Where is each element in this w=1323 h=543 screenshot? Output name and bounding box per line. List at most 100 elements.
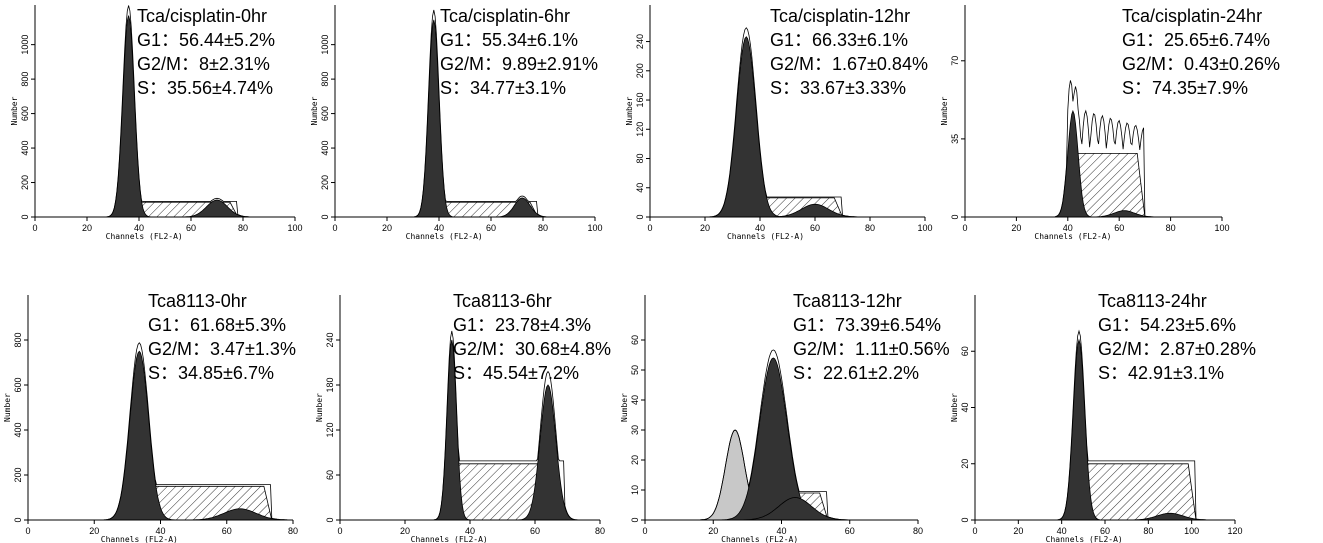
phase-stat: G2/M：30.68±4.8% bbox=[453, 339, 611, 359]
x-axis-label: Channels (FL2-A) bbox=[721, 535, 798, 543]
x-tick-label: 40 bbox=[155, 526, 165, 536]
phase-stat: G2/M：1.67±0.84% bbox=[770, 54, 928, 74]
panel-title: Tca/cisplatin-0hr bbox=[137, 6, 267, 26]
y-tick-label: 0 bbox=[950, 214, 960, 219]
panel: 0 20 40 60 80 0 10 20 30 40 50 60 Channels (FL2-A) Nu… bbox=[620, 291, 950, 543]
y-tick-label: 60 bbox=[960, 346, 970, 356]
y-tick-label: 800 bbox=[20, 72, 30, 87]
y-tick-label: 0 bbox=[635, 214, 645, 219]
x-tick-label: 0 bbox=[25, 526, 30, 536]
phase-stat: S：35.56±4.74% bbox=[137, 78, 273, 98]
y-tick-label: 80 bbox=[635, 154, 645, 164]
y-tick-label: 120 bbox=[325, 422, 335, 437]
x-tick-label: 100 bbox=[917, 223, 932, 233]
x-tick-label: 60 bbox=[530, 526, 540, 536]
x-tick-label: 20 bbox=[82, 223, 92, 233]
panel: 0 20 40 60 80 100 0 40 80 120 160 200 240 Channels (F… bbox=[625, 5, 933, 241]
x-tick-label: 40 bbox=[1057, 526, 1067, 536]
x-tick-label: 0 bbox=[337, 526, 342, 536]
x-tick-label: 20 bbox=[382, 223, 392, 233]
y-tick-label: 0 bbox=[630, 517, 640, 522]
y-tick-label: 400 bbox=[13, 422, 23, 437]
x-tick-label: 60 bbox=[845, 526, 855, 536]
x-tick-label: 0 bbox=[972, 526, 977, 536]
x-tick-label: 60 bbox=[222, 526, 232, 536]
phase-stat: G1：55.34±6.1% bbox=[440, 30, 578, 50]
x-axis-label: Channels (FL2-A) bbox=[406, 232, 483, 241]
phase-stat: G1：61.68±5.3% bbox=[148, 315, 286, 335]
phase-stat: S：74.35±7.9% bbox=[1122, 78, 1248, 98]
phase-stat: G2/M：9.89±2.91% bbox=[440, 54, 598, 74]
phase-stat: S：22.61±2.2% bbox=[793, 363, 919, 383]
x-axis-label: Channels (FL2-A) bbox=[727, 232, 804, 241]
y-tick-label: 40 bbox=[960, 402, 970, 412]
phase-stat: G1：56.44±5.2% bbox=[137, 30, 275, 50]
y-tick-label: 10 bbox=[630, 485, 640, 495]
y-tick-label: 200 bbox=[320, 175, 330, 190]
y-tick-label: 400 bbox=[20, 141, 30, 156]
y-axis-label: Number bbox=[620, 393, 629, 422]
phase-stat: G1：66.33±6.1% bbox=[770, 30, 908, 50]
x-tick-label: 100 bbox=[587, 223, 602, 233]
x-axis-label: Channels (FL2-A) bbox=[1034, 232, 1111, 241]
x-tick-label: 20 bbox=[700, 223, 710, 233]
x-tick-label: 80 bbox=[288, 526, 298, 536]
phase-stat: G1：25.65±6.74% bbox=[1122, 30, 1270, 50]
panel: 0 20 40 60 80 0 60 120 180 240 Channels (FL2-A) Num… bbox=[315, 291, 611, 543]
phase-stat: G2/M：8±2.31% bbox=[137, 54, 270, 74]
phase-stat: S：33.67±3.33% bbox=[770, 78, 906, 98]
x-tick-label: 20 bbox=[1011, 223, 1021, 233]
x-axis-label: Channels (FL2-A) bbox=[106, 232, 183, 241]
y-tick-label: 0 bbox=[960, 517, 970, 522]
x-tick-label: 100 bbox=[287, 223, 302, 233]
y-tick-label: 200 bbox=[13, 467, 23, 482]
y-tick-label: 60 bbox=[630, 335, 640, 345]
x-tick-label: 100 bbox=[1214, 223, 1229, 233]
y-tick-label: 0 bbox=[20, 214, 30, 219]
y-tick-label: 20 bbox=[960, 459, 970, 469]
x-tick-label: 40 bbox=[434, 223, 444, 233]
y-tick-label: 600 bbox=[13, 377, 23, 392]
y-tick-label: 600 bbox=[320, 106, 330, 121]
x-tick-label: 80 bbox=[1166, 223, 1176, 233]
phase-stat: G2/M：3.47±1.3% bbox=[148, 339, 296, 359]
y-tick-label: 240 bbox=[325, 332, 335, 347]
x-tick-label: 100 bbox=[1184, 526, 1199, 536]
x-tick-label: 80 bbox=[238, 223, 248, 233]
x-tick-label: 60 bbox=[186, 223, 196, 233]
phase-stat: G2/M：1.11±0.56% bbox=[793, 339, 950, 359]
x-axis-label: Channels (FL2-A) bbox=[101, 535, 178, 543]
x-tick-label: 20 bbox=[89, 526, 99, 536]
y-tick-label: 0 bbox=[325, 517, 335, 522]
x-axis-label: Channels (FL2-A) bbox=[411, 535, 488, 543]
x-tick-label: 20 bbox=[1013, 526, 1023, 536]
x-tick-label: 40 bbox=[776, 526, 786, 536]
panel: 0 20 40 60 80 100 0 35 70 Channels (FL2-A) Number T… bbox=[940, 5, 1280, 241]
y-tick-label: 35 bbox=[950, 134, 960, 144]
phase-stat: G1：23.78±4.3% bbox=[453, 315, 591, 335]
x-tick-label: 40 bbox=[465, 526, 475, 536]
x-tick-label: 0 bbox=[647, 223, 652, 233]
y-axis-label: Number bbox=[940, 96, 949, 125]
phase-stat: G2/M：0.43±0.26% bbox=[1122, 54, 1280, 74]
y-axis-label: Number bbox=[315, 393, 324, 422]
panel-title: Tca8113-24hr bbox=[1098, 291, 1207, 311]
x-tick-label: 40 bbox=[1063, 223, 1073, 233]
x-tick-label: 60 bbox=[1100, 526, 1110, 536]
y-tick-label: 1000 bbox=[320, 35, 330, 55]
x-tick-label: 80 bbox=[595, 526, 605, 536]
x-tick-label: 80 bbox=[865, 223, 875, 233]
panel-title: Tca/cisplatin-6hr bbox=[440, 6, 570, 26]
y-tick-label: 200 bbox=[635, 63, 645, 78]
x-tick-label: 80 bbox=[538, 223, 548, 233]
y-tick-label: 1000 bbox=[20, 35, 30, 55]
x-tick-label: 60 bbox=[1114, 223, 1124, 233]
y-tick-label: 400 bbox=[320, 141, 330, 156]
x-tick-label: 120 bbox=[1227, 526, 1242, 536]
y-tick-label: 800 bbox=[320, 72, 330, 87]
x-tick-label: 0 bbox=[332, 223, 337, 233]
x-tick-label: 0 bbox=[32, 223, 37, 233]
